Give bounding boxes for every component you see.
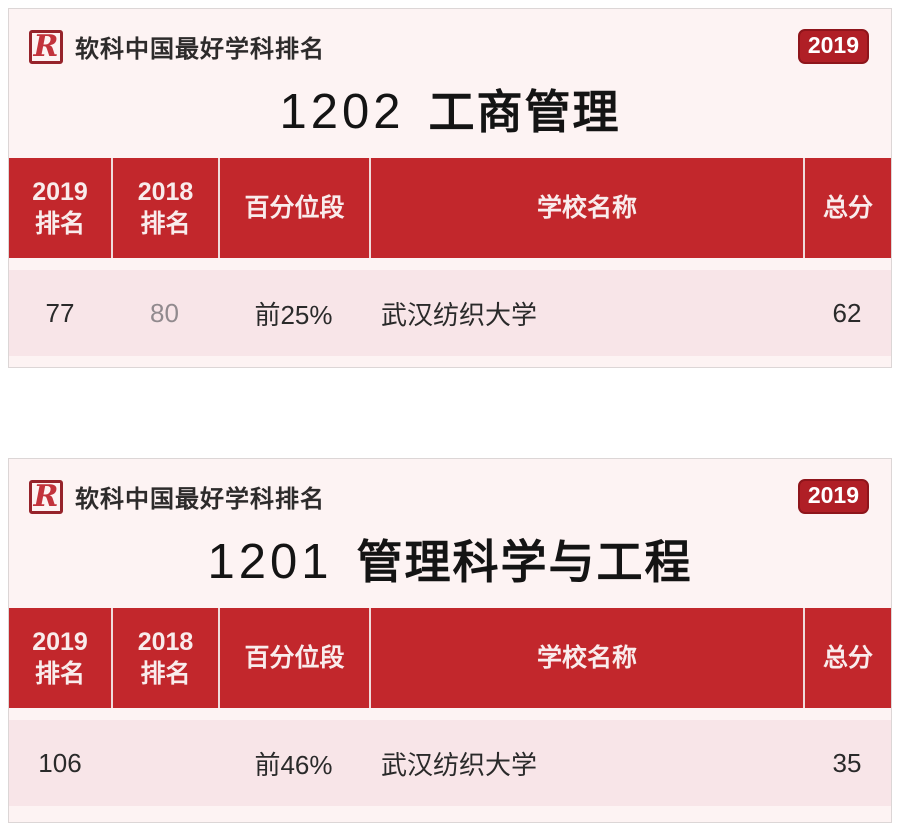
ranking-card-business-administration: R 软科中国最好学科排名 2019 1202 工商管理 2019 排名 2018 …	[8, 8, 892, 368]
subject-code: 1202	[279, 85, 405, 139]
column-header-school: 学校名称	[369, 158, 803, 258]
subject-title: 1202 工商管理	[9, 76, 891, 142]
ruanke-logo-icon: R	[29, 479, 63, 514]
table-header-row: 2019 排名 2018 排名 百分位段 学校名称 总分	[9, 608, 891, 708]
cell-rank-2019: 106	[38, 747, 82, 778]
table-row: 106 前46% 武汉纺织大学 35	[9, 720, 891, 806]
ranking-card-management-science: R 软科中国最好学科排名 2019 1201 管理科学与工程 2019 排名 20…	[8, 458, 892, 823]
cell-score: 62	[832, 297, 862, 328]
cell-school: 武汉纺织大学	[381, 299, 538, 330]
brand-name: 软科中国最好学科排名	[75, 36, 325, 63]
column-header-rank-2018: 2018 排名	[111, 608, 218, 708]
cell-score: 35	[832, 747, 862, 778]
cell-school: 武汉纺织大学	[381, 749, 538, 780]
column-header-percentile: 百分位段	[218, 158, 369, 258]
subject-code: 1201	[207, 535, 333, 589]
ruanke-logo-icon: R	[29, 29, 63, 64]
cell-percentile: 前46%	[254, 749, 333, 780]
year-badge: 2019	[797, 29, 869, 64]
column-header-score: 总分	[803, 158, 891, 258]
subject-name: 工商管理	[428, 86, 621, 138]
column-header-school: 学校名称	[369, 608, 803, 708]
year-badge: 2019	[797, 479, 869, 514]
column-header-score: 总分	[803, 608, 891, 708]
cell-rank-2018: 80	[150, 297, 179, 328]
column-header-percentile: 百分位段	[218, 608, 369, 708]
card-header: R 软科中国最好学科排名 2019	[9, 9, 891, 64]
table-header-row: 2019 排名 2018 排名 百分位段 学校名称 总分	[9, 158, 891, 258]
column-header-rank-2019: 2019 排名	[32, 627, 88, 689]
cell-percentile: 前25%	[254, 299, 333, 330]
subject-title: 1201 管理科学与工程	[9, 526, 891, 592]
card-header: R 软科中国最好学科排名 2019	[9, 459, 891, 514]
brand-name: 软科中国最好学科排名	[75, 486, 325, 513]
column-header-rank-2018: 2018 排名	[111, 158, 218, 258]
subject-name: 管理科学与工程	[356, 536, 693, 588]
column-header-rank-2019: 2019 排名	[32, 177, 88, 239]
table-row: 77 80 前25% 武汉纺织大学 62	[9, 270, 891, 356]
cell-rank-2019: 77	[45, 297, 75, 328]
